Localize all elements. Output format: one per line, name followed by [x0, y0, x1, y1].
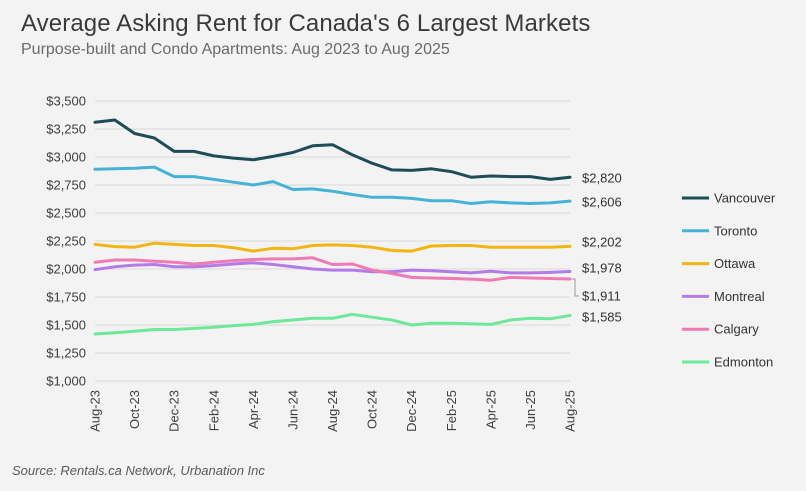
legend-label-vancouver: Vancouver	[714, 191, 776, 206]
legend-label-toronto: Toronto	[714, 223, 757, 238]
x-tick-label: Dec-23	[167, 390, 182, 432]
series-lines	[93, 118, 572, 336]
y-tick-label: $2,000	[46, 262, 86, 277]
end-value-labels: $2,820 $2,606 $2,202 $1,978 $1,911 $1,585	[572, 171, 622, 325]
x-tick-label: Oct-23	[127, 390, 142, 429]
x-tick-label: Apr-25	[483, 390, 498, 429]
x-tick-label: Aug-23	[88, 390, 103, 432]
end-label-calgary: $1,911	[582, 289, 621, 304]
y-tick-label: $3,000	[46, 150, 86, 165]
x-tick-label: Apr-24	[246, 390, 261, 429]
series-line-ottawa	[93, 241, 572, 253]
end-label-toronto: $2,606	[582, 195, 622, 210]
end-label-vancouver: $2,820	[582, 171, 622, 186]
x-tick-label: Feb-24	[206, 390, 221, 431]
y-tick-label: $2,500	[46, 206, 86, 221]
legend-label-montreal: Montreal	[714, 289, 765, 304]
y-axis-ticks: $1,000 $1,250 $1,500 $1,750 $2,000 $2,250 $2,5…	[46, 94, 86, 389]
leader-line	[572, 278, 579, 297]
x-tick-label: Jun-25	[523, 390, 538, 430]
legend-label-ottawa: Ottawa	[714, 256, 756, 271]
legend: Vancouver Toronto Ottawa Montreal Calgary Edm…	[682, 191, 776, 370]
chart-title: Average Asking Rent for Canada's 6 Large…	[21, 10, 591, 37]
end-label-ottawa: $2,202	[582, 235, 622, 250]
x-axis-ticks: Aug-23 Oct-23 Dec-23 Feb-24 Apr-24 Jun-24 Aug-…	[88, 390, 578, 432]
end-label-edmonton: $1,585	[582, 310, 622, 325]
x-tick-label: Oct-24	[365, 390, 380, 429]
x-tick-label: Aug-24	[325, 390, 340, 432]
series-line-toronto	[93, 165, 572, 205]
series-line-montreal	[93, 261, 572, 275]
source-note: Source: Rentals.ca Network, Urbanation I…	[12, 463, 265, 478]
y-tick-label: $1,500	[46, 318, 86, 333]
y-tick-label: $1,000	[46, 374, 86, 389]
x-tick-label: Dec-24	[404, 390, 419, 432]
series-line-edmonton	[93, 312, 572, 336]
y-tick-label: $2,250	[46, 234, 86, 249]
series-line-vancouver	[93, 118, 572, 181]
y-tick-label: $3,250	[46, 122, 86, 137]
y-tick-label: $1,750	[46, 290, 86, 305]
x-tick-label: Aug-25	[563, 390, 578, 432]
x-tick-label: Feb-25	[444, 390, 459, 431]
end-label-montreal: $1,978	[582, 261, 622, 276]
y-tick-label: $1,250	[46, 346, 86, 361]
y-tick-label: $3,500	[46, 94, 86, 109]
x-tick-label: Jun-24	[285, 390, 300, 430]
series-line-calgary	[93, 256, 572, 282]
legend-label-calgary: Calgary	[714, 322, 759, 337]
grid-lines	[95, 100, 570, 382]
legend-label-edmonton: Edmonton	[714, 355, 773, 370]
y-tick-label: $2,750	[46, 178, 86, 193]
chart-subtitle: Purpose-built and Condo Apartments: Aug …	[21, 41, 450, 58]
